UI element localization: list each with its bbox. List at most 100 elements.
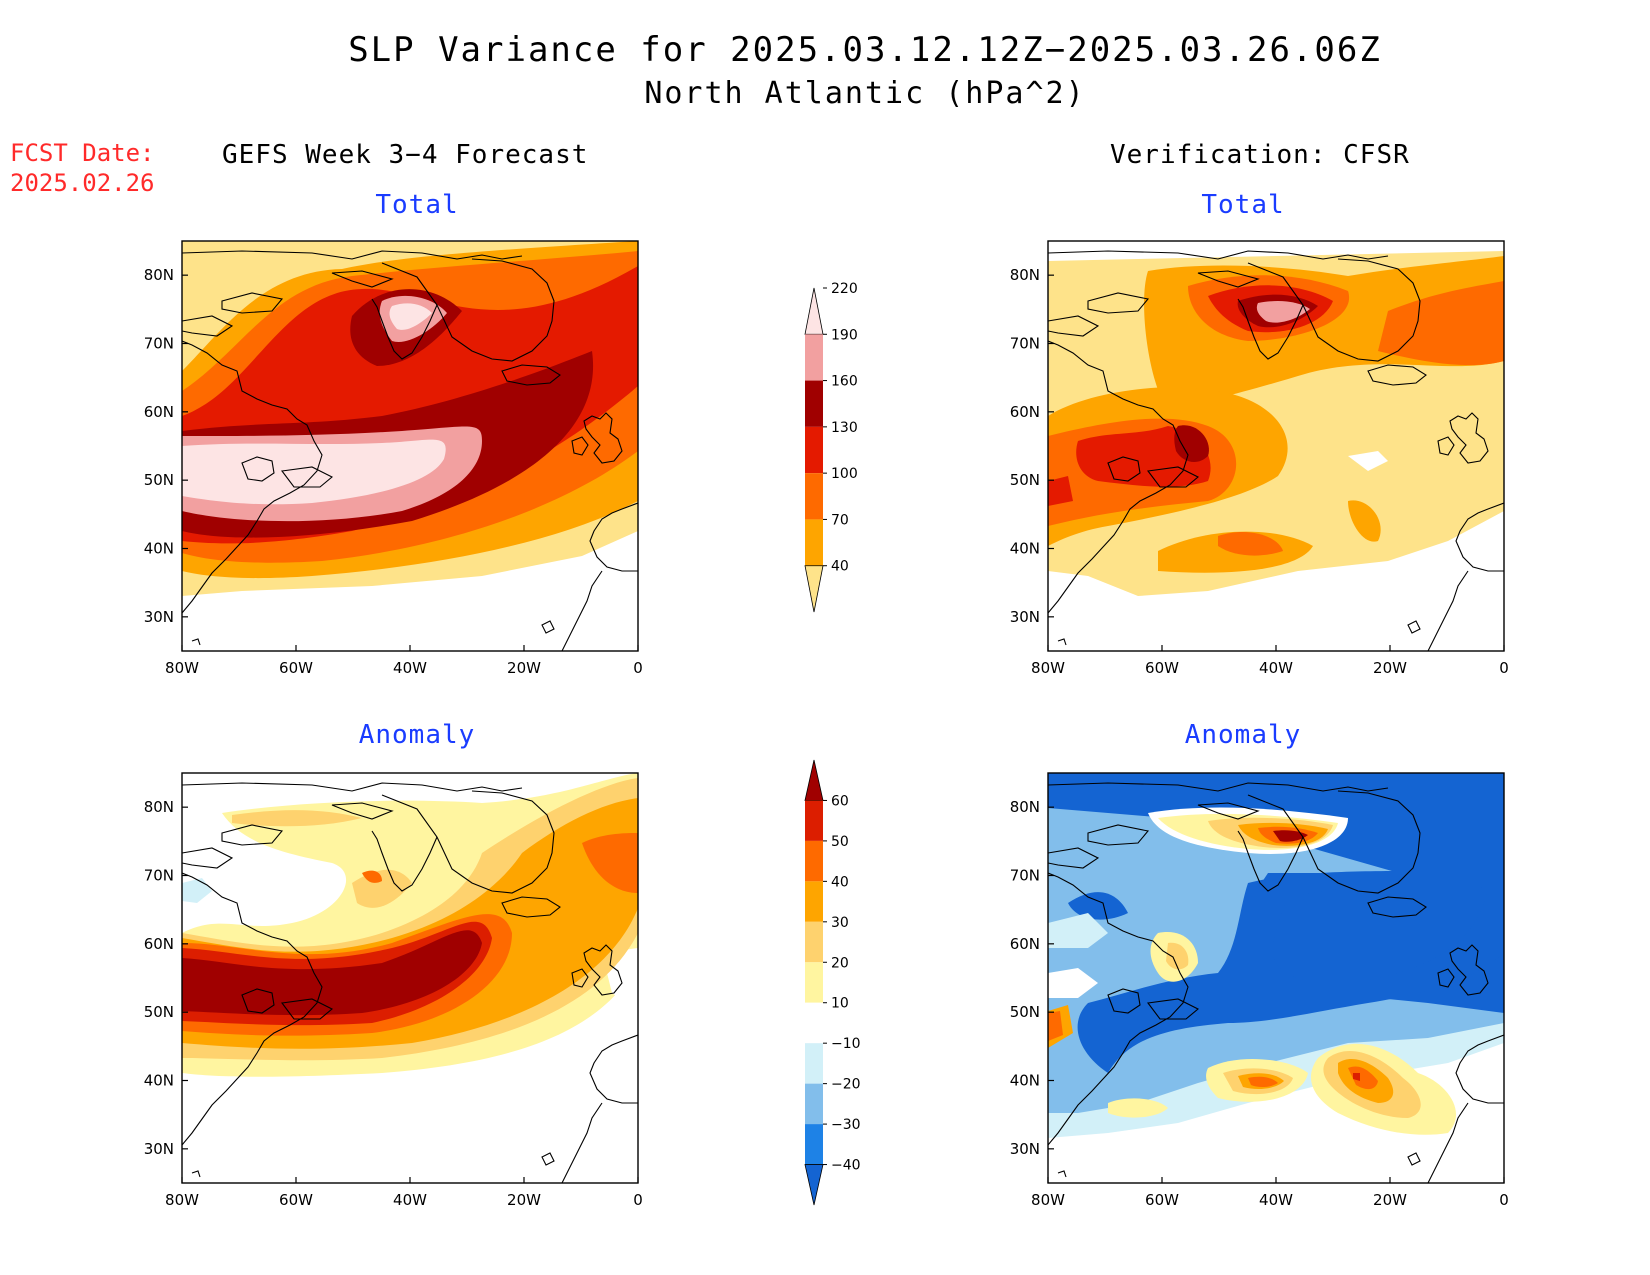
- lat-tick-label: 40N: [144, 540, 174, 558]
- lat-tick-label: 70N: [1010, 867, 1040, 885]
- lon-tick-label: 20W: [507, 659, 541, 677]
- lon-tick-label: 60W: [279, 1191, 313, 1209]
- colorbar-tick-label: 50: [831, 834, 849, 850]
- fcst-date-value: 2025.02.26: [10, 169, 155, 197]
- subtitle-forecast-anomaly: Anomaly: [358, 720, 476, 750]
- colorbar-segment: [805, 380, 823, 427]
- lat-ticks: 80N 70N 60N 50N 40N 30N: [1010, 798, 1054, 1158]
- lat-tick-label: 60N: [1010, 935, 1040, 953]
- lon-tick-label: 40W: [393, 659, 427, 677]
- lat-tick-label: 30N: [1010, 608, 1040, 626]
- subtitle-forecast-total: Total: [375, 190, 459, 220]
- colorbar-tick-label: 70: [831, 512, 849, 528]
- colorbar-segment: [805, 1002, 823, 1044]
- lat-tick-label: 50N: [1010, 471, 1040, 489]
- lat-tick-label: 50N: [144, 471, 174, 489]
- lat-tick-label: 30N: [144, 608, 174, 626]
- column-title-forecast: GEFS Week 3−4 Forecast: [222, 140, 589, 170]
- fcst-date: FCST Date: 2025.02.26: [10, 138, 155, 198]
- colorbar-segment: [805, 962, 823, 1003]
- lat-tick-label: 40N: [1010, 540, 1040, 558]
- lat-tick-label: 70N: [144, 867, 174, 885]
- lon-tick-label: 80W: [165, 659, 199, 677]
- lon-tick-label: 80W: [165, 1191, 199, 1209]
- panel-verification-anomaly: 80W 60W 40W 20W 0 80N 70N 60N 50N 40N 30N: [1010, 772, 1509, 1209]
- lon-tick-label: 0: [633, 1191, 643, 1209]
- lon-tick-label: 20W: [1373, 659, 1407, 677]
- lon-tick-label: 60W: [1145, 659, 1179, 677]
- subtitle-verification-anomaly: Anomaly: [1184, 720, 1302, 750]
- colorbar-tick-label: 10: [831, 996, 849, 1012]
- lat-tick-label: 70N: [144, 335, 174, 353]
- lon-tick-label: 60W: [1145, 1191, 1179, 1209]
- verification-total-contours: [1048, 241, 1504, 651]
- colorbar-segment: [805, 840, 823, 882]
- colorbar-segment: [805, 1083, 823, 1125]
- colorbar-segment: [804, 1164, 824, 1206]
- colorbar-segment: [805, 334, 823, 381]
- colorbar-segment: [804, 759, 824, 801]
- lon-tick-label: 80W: [1031, 659, 1065, 677]
- lat-tick-label: 30N: [1010, 1140, 1040, 1158]
- verification-anomaly-contours: [1048, 773, 1504, 1183]
- lon-tick-label: 40W: [1259, 1191, 1293, 1209]
- lat-tick-label: 80N: [144, 266, 174, 284]
- lat-tick-label: 50N: [1010, 1003, 1040, 1021]
- colorbar-anomaly: −40 −30 −20 −10 10 20 30 40 50 60: [804, 759, 861, 1206]
- lon-tick-label: 20W: [1373, 1191, 1407, 1209]
- colorbar-segment: [805, 1043, 823, 1084]
- lon-tick-label: 60W: [279, 659, 313, 677]
- panel-forecast-anomaly: 80W 60W 40W 20W 0 80N 70N 60N 50N 40N 30N: [144, 772, 643, 1209]
- colorbar-tick-label: 30: [831, 915, 849, 931]
- forecast-anomaly-contours: [182, 773, 638, 1183]
- colorbar-segment: [805, 1124, 823, 1165]
- colorbar-tick-label: 220: [831, 281, 858, 297]
- colorbar-tick-label: 190: [831, 327, 858, 343]
- colorbar-tick-label: 40: [831, 874, 849, 890]
- colorbar-tick-label: 160: [831, 374, 858, 390]
- colorbar-segment: [804, 565, 824, 613]
- lat-tick-label: 60N: [144, 935, 174, 953]
- lon-tick-label: 0: [1499, 659, 1509, 677]
- lat-tick-label: 80N: [1010, 266, 1040, 284]
- colorbar-segment: [805, 921, 823, 963]
- lon-tick-label: 0: [1499, 1191, 1509, 1209]
- lat-tick-label: 50N: [144, 1003, 174, 1021]
- colorbar-segment: [804, 287, 824, 335]
- lat-tick-label: 80N: [144, 798, 174, 816]
- colorbar-tick-label: 60: [831, 793, 849, 809]
- lat-tick-label: 40N: [1010, 1072, 1040, 1090]
- forecast-total-contours: [182, 241, 638, 651]
- colorbar-segment: [805, 881, 823, 922]
- colorbar-total: 40 70 100 130 160 190 220: [804, 281, 858, 613]
- colorbar-segment: [805, 473, 823, 520]
- lat-ticks: 80N 70N 60N 50N 40N 30N: [1010, 266, 1054, 626]
- lon-tick-label: 0: [633, 659, 643, 677]
- colorbar-tick-label: 130: [831, 420, 858, 436]
- lat-tick-label: 80N: [1010, 798, 1040, 816]
- panel-forecast-total: 80W 60W 40W 20W 0 80N 70N 60N 50N 40N 30N: [144, 240, 643, 677]
- lon-tick-label: 20W: [507, 1191, 541, 1209]
- lon-ticks: 80W 60W 40W 20W 0: [1031, 645, 1509, 677]
- column-title-verification: Verification: CFSR: [1110, 140, 1410, 170]
- panel-verification-total: 80W 60W 40W 20W 0 80N 70N 60N 50N 40N 30N: [1010, 240, 1509, 677]
- lat-ticks: 80N 70N 60N 50N 40N 30N: [144, 798, 188, 1158]
- lon-ticks: 80W 60W 40W 20W 0: [165, 1177, 643, 1209]
- colorbar-tick-label: −40: [831, 1158, 861, 1174]
- colorbar-tick-label: −20: [831, 1077, 861, 1093]
- colorbar-segment: [805, 800, 823, 841]
- colorbar-tick-label: −10: [831, 1036, 861, 1052]
- lon-tick-label: 40W: [393, 1191, 427, 1209]
- colorbar-tick-label: 40: [831, 559, 849, 575]
- subtitle-verification-total: Total: [1201, 190, 1285, 220]
- colorbar-tick-label: −30: [831, 1117, 861, 1133]
- lat-tick-label: 60N: [144, 403, 174, 421]
- fcst-date-label: FCST Date:: [10, 139, 155, 167]
- lat-tick-label: 70N: [1010, 335, 1040, 353]
- lat-tick-label: 40N: [144, 1072, 174, 1090]
- colorbar-tick-label: 20: [831, 955, 849, 971]
- lon-tick-label: 40W: [1259, 659, 1293, 677]
- main-title-line1: SLP Variance for 2025.03.12.12Z−2025.03.…: [348, 30, 1382, 70]
- lat-tick-label: 60N: [1010, 403, 1040, 421]
